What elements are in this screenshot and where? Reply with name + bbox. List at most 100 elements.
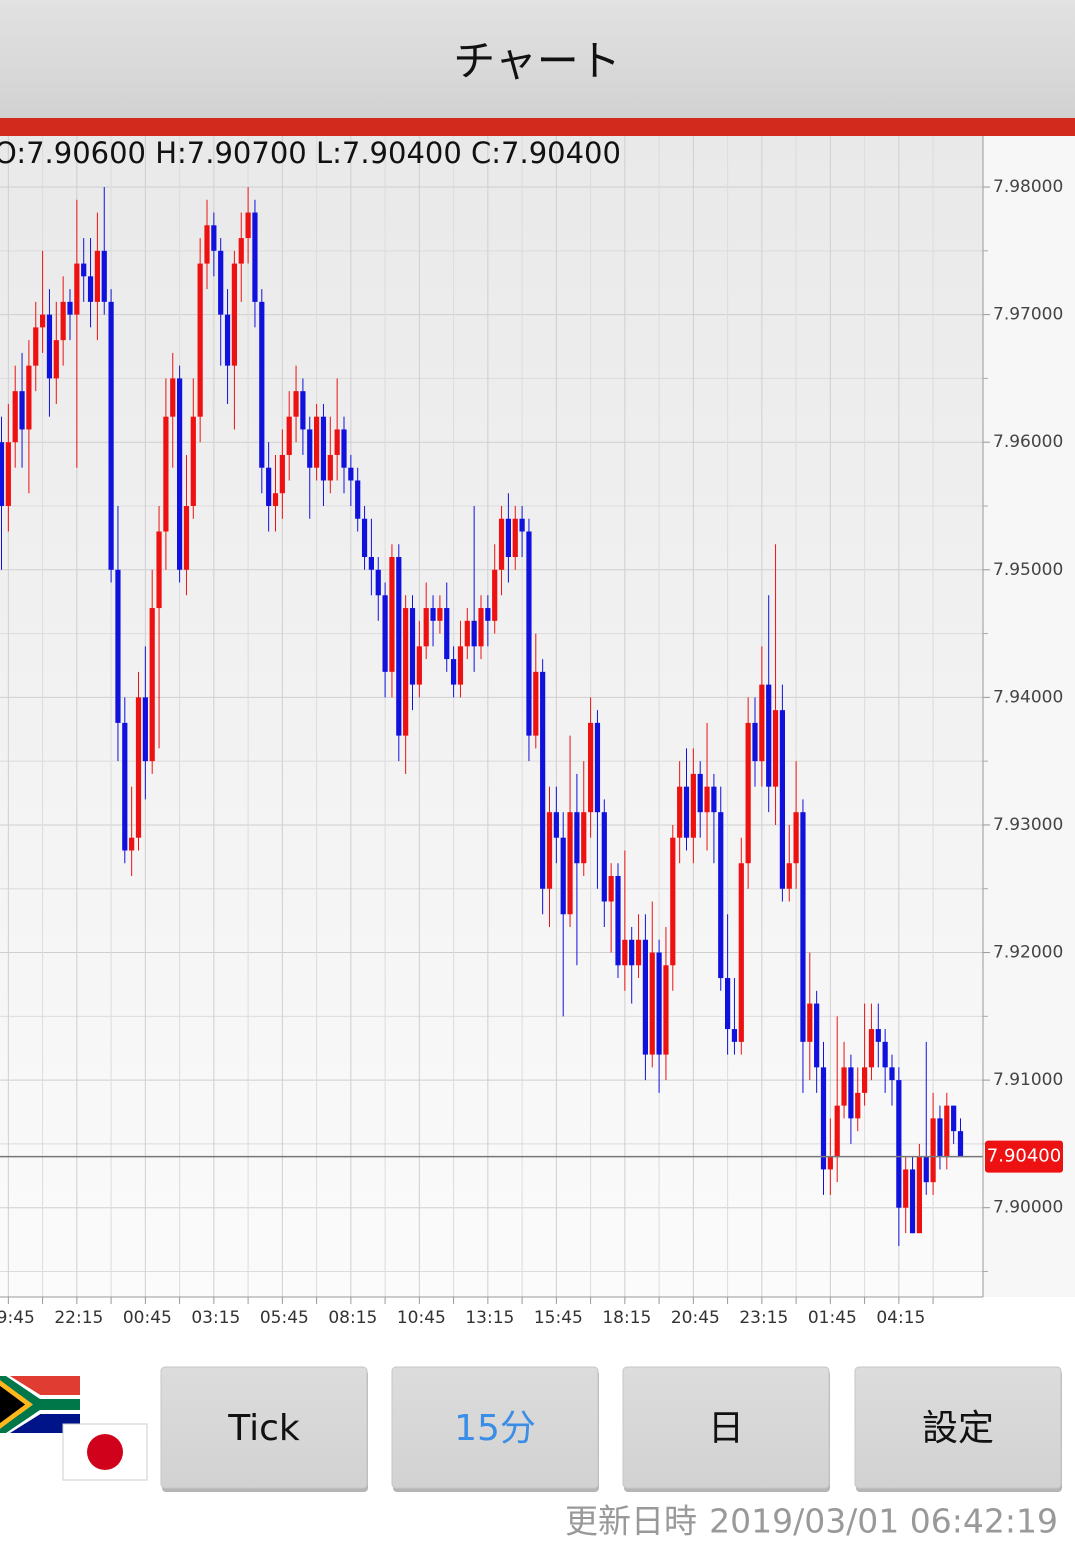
candle-body [334,429,340,455]
candle-body [567,812,573,915]
candle-body [74,263,80,315]
x-tick-label: 05:45 [260,1308,309,1328]
tab-button[interactable]: Tick [160,1366,368,1492]
candle-body [677,786,683,838]
tab-button[interactable]: 設定 [854,1366,1062,1492]
candle-body [807,1003,813,1042]
updated-time: 2019/03/01 06:42:19 [709,1502,1058,1541]
candle-body [341,429,347,468]
candle-body [923,1156,929,1183]
candle-body [574,812,580,864]
x-tick-label: 22:15 [54,1308,103,1328]
button-face[interactable] [160,1366,368,1489]
x-tick-label: 01:45 [808,1308,857,1328]
candle-body [183,505,190,570]
candle-body [649,952,655,1055]
x-tick-label: 04:15 [876,1308,925,1328]
x-tick-label: 13:15 [465,1308,514,1328]
candle-body [266,467,272,506]
candle-body [26,365,32,430]
button-label[interactable]: 15分 [454,1408,536,1449]
candle-body [382,595,388,672]
candle-body [19,391,25,430]
candle-body [101,250,107,302]
candle-body [218,250,224,315]
y-tick-label: 7.98000 [993,177,1063,197]
candle-body [122,722,128,851]
candle-body [451,659,457,685]
candle-body [862,1067,868,1093]
candle-body [793,812,799,864]
button-face[interactable] [391,1366,599,1489]
candle-body [635,939,642,966]
y-tick-label: 7.93000 [993,815,1063,835]
candle-body [361,518,368,558]
candle-body [437,608,443,621]
button-face[interactable] [854,1366,1062,1489]
candle-body [670,837,676,966]
candle-body [498,518,505,570]
candle-body [951,1105,957,1132]
button-face[interactable] [622,1366,830,1489]
grid [0,136,983,1297]
candle-body [957,1131,964,1157]
candle-body [409,608,416,685]
candle-body [656,952,662,1055]
candle-body [87,276,94,302]
button-row: Tick 15分 日 設定 [160,1366,1062,1492]
candle-body [67,301,73,315]
y-tick-label: 7.91000 [993,1070,1063,1090]
button-label[interactable]: Tick [227,1408,300,1449]
candle-body [245,212,251,239]
last-price-box [985,1140,1063,1173]
candle-body [800,812,806,1042]
x-tick-label: 00:45 [123,1308,172,1328]
candle-body [252,212,258,302]
candle-body [430,608,436,621]
candle-body [355,480,361,519]
candle-body [115,569,121,723]
candle-body [622,939,628,966]
candle-body [416,646,422,685]
candle-body [820,1067,827,1170]
x-tick-label: 08:15 [328,1308,377,1328]
button-label[interactable]: 設定 [922,1408,994,1449]
candle-body [60,301,66,341]
candle-body [314,416,320,468]
candles [0,187,983,1246]
candle-body [444,608,450,660]
candle-body [478,608,484,647]
button-label[interactable]: 日 [708,1408,744,1449]
y-tick-label: 7.96000 [993,432,1063,452]
candle-body [457,646,464,685]
axes: 7.90000 7.91000 7.92000 7.93000 7.94000 7.950… [0,136,1063,1328]
y-tick-label: 7.95000 [993,560,1063,580]
candle-body [766,684,772,787]
candle-body [745,722,751,864]
header-bar [0,0,1075,118]
candle-body [177,378,183,570]
candle-body [464,620,470,647]
candle-body [848,1067,854,1119]
updated-label: 更新日時 [565,1502,697,1541]
last-price-label: 7.90400 [987,1146,1061,1167]
candle-body [930,1118,936,1183]
y-tick-label: 7.94000 [993,687,1063,707]
candle-body [834,1105,840,1157]
tab-button[interactable]: 日 [622,1366,830,1492]
candle-body [307,429,313,468]
candle-body [348,467,354,481]
header-title: チャート [453,37,621,86]
y-tick-label: 7.97000 [993,305,1063,325]
candle-body [916,1156,922,1234]
tab-button[interactable]: 15分 [391,1366,599,1492]
candle-body [81,263,87,277]
candle-body [553,812,559,838]
candle-body [615,875,621,966]
candle-body [135,697,142,838]
candle-body [731,1029,738,1042]
x-tick-label: 15:45 [534,1308,583,1328]
candle-body [423,608,429,647]
axis-area [983,136,1075,1297]
candle-body [937,1118,943,1157]
